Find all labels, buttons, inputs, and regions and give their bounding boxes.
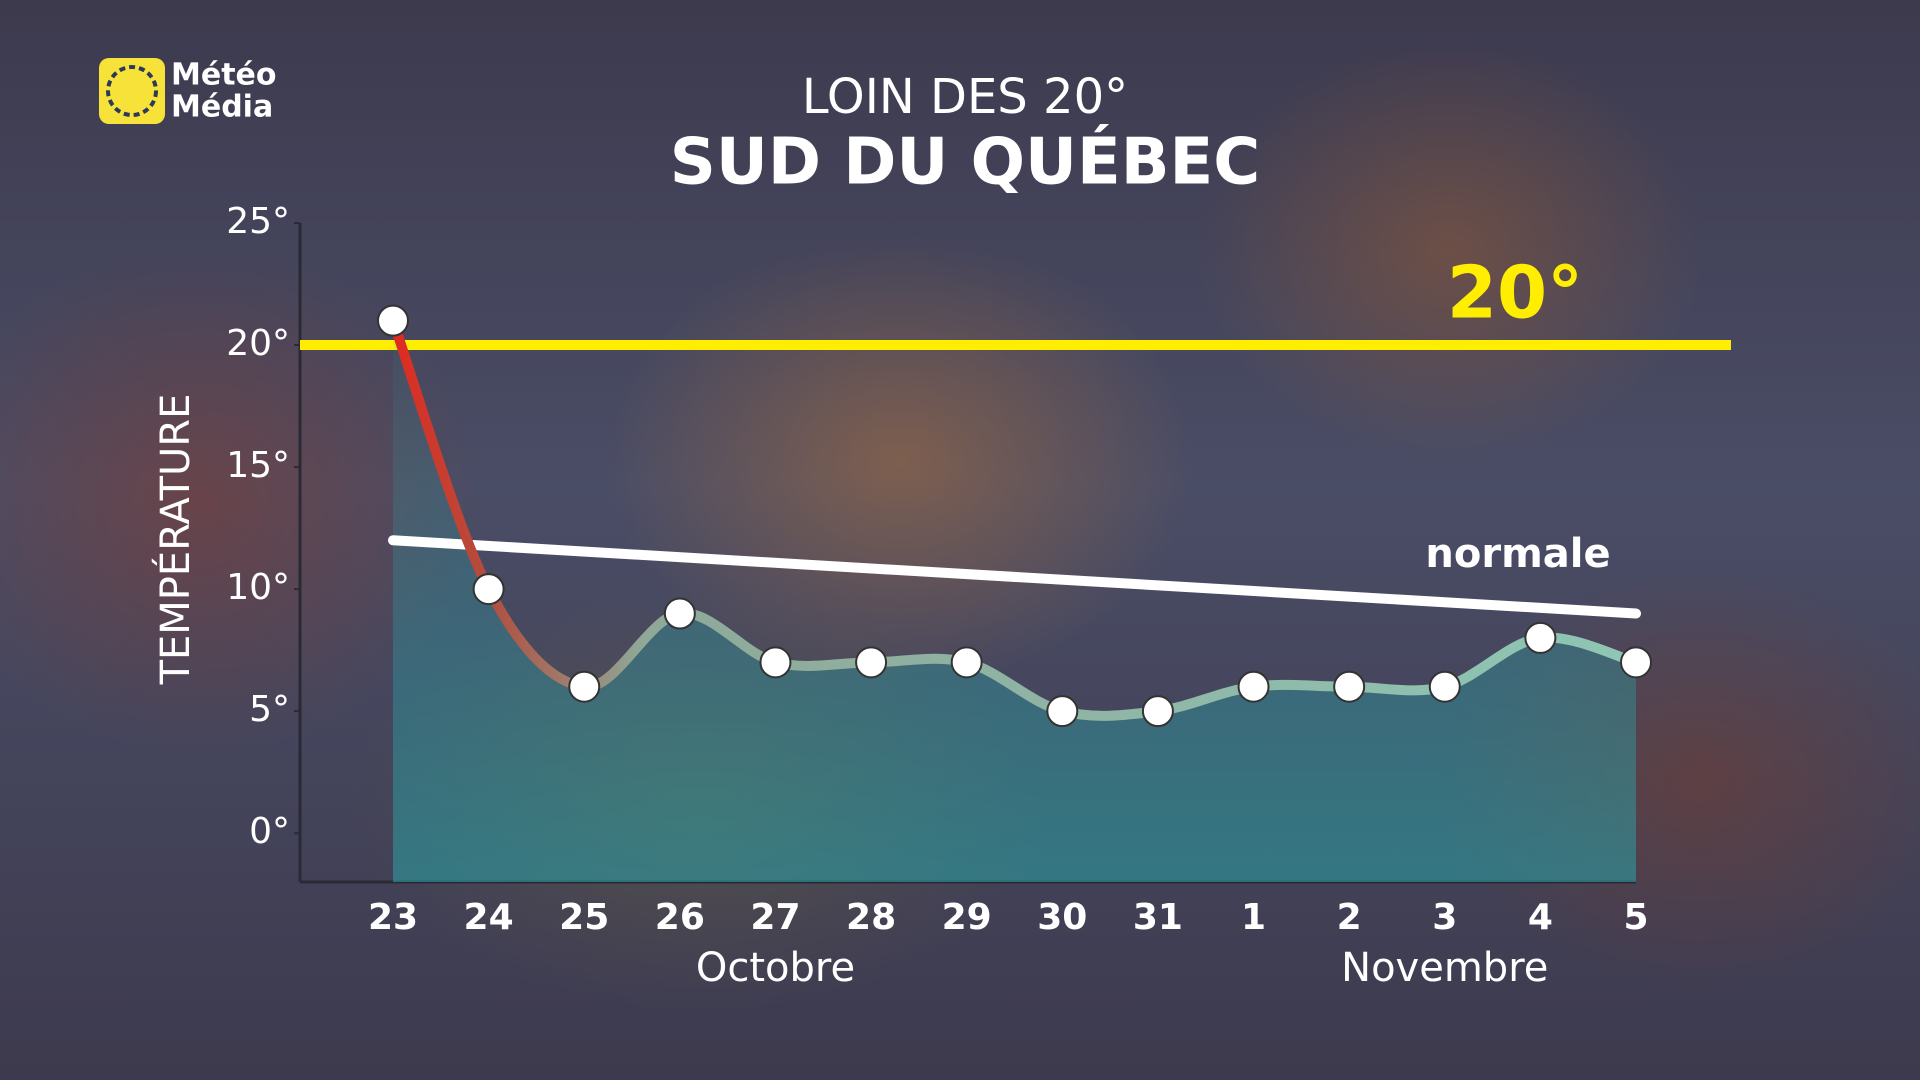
x-tick-label: 1 xyxy=(1241,897,1266,938)
point xyxy=(1524,621,1557,654)
normal-label: normale xyxy=(1425,531,1610,577)
point xyxy=(1237,670,1270,703)
chart-subtitle: SUD DU QUÉBEC xyxy=(670,124,1260,200)
x-tick-label: 29 xyxy=(942,897,992,938)
y-axis-label: TEMPÉRATURE xyxy=(151,394,199,686)
point xyxy=(377,304,409,337)
x-tick-label: 2 xyxy=(1337,897,1362,938)
x-tick-label: 3 xyxy=(1432,897,1457,938)
logo-globe xyxy=(106,65,158,117)
y-tick-label: 20° xyxy=(226,323,290,364)
y-tick-label: 25° xyxy=(226,201,290,242)
x-tick-label: 30 xyxy=(1037,897,1087,938)
area xyxy=(393,320,1636,882)
chart-title: LOIN DES 20° xyxy=(802,69,1128,125)
x-tick-label: 28 xyxy=(846,897,896,938)
month-label: Octobre xyxy=(696,945,855,991)
y-tick-label: 0° xyxy=(249,811,290,852)
point xyxy=(759,646,792,679)
x-tick-label: 4 xyxy=(1528,897,1553,938)
point xyxy=(950,646,983,679)
x-tick-label: 5 xyxy=(1623,897,1648,938)
month-label: Novembre xyxy=(1341,945,1548,991)
logo-text: Météo xyxy=(171,58,277,93)
y-tick-label: 10° xyxy=(226,567,290,608)
x-tick-label: 25 xyxy=(559,897,609,938)
point xyxy=(1620,646,1652,679)
x-tick-label: 24 xyxy=(464,897,514,938)
point xyxy=(1428,670,1461,703)
point xyxy=(472,573,505,606)
x-tick-label: 26 xyxy=(655,897,705,938)
y-tick-label: 15° xyxy=(226,445,290,486)
point xyxy=(1046,695,1079,728)
logo: Météo Média xyxy=(99,58,277,125)
point xyxy=(855,646,888,679)
normal-line xyxy=(388,535,1641,619)
line xyxy=(388,318,1638,721)
x-tick-label: 23 xyxy=(368,897,418,938)
logo-text: Média xyxy=(171,90,273,125)
y-tick-label: 5° xyxy=(249,689,290,730)
point xyxy=(663,597,696,630)
x-tick-label: 31 xyxy=(1133,897,1183,938)
point xyxy=(1333,670,1366,703)
reference-label: 20° xyxy=(1447,251,1583,335)
point xyxy=(568,670,601,703)
point xyxy=(1141,695,1174,728)
x-tick-label: 27 xyxy=(750,897,800,938)
